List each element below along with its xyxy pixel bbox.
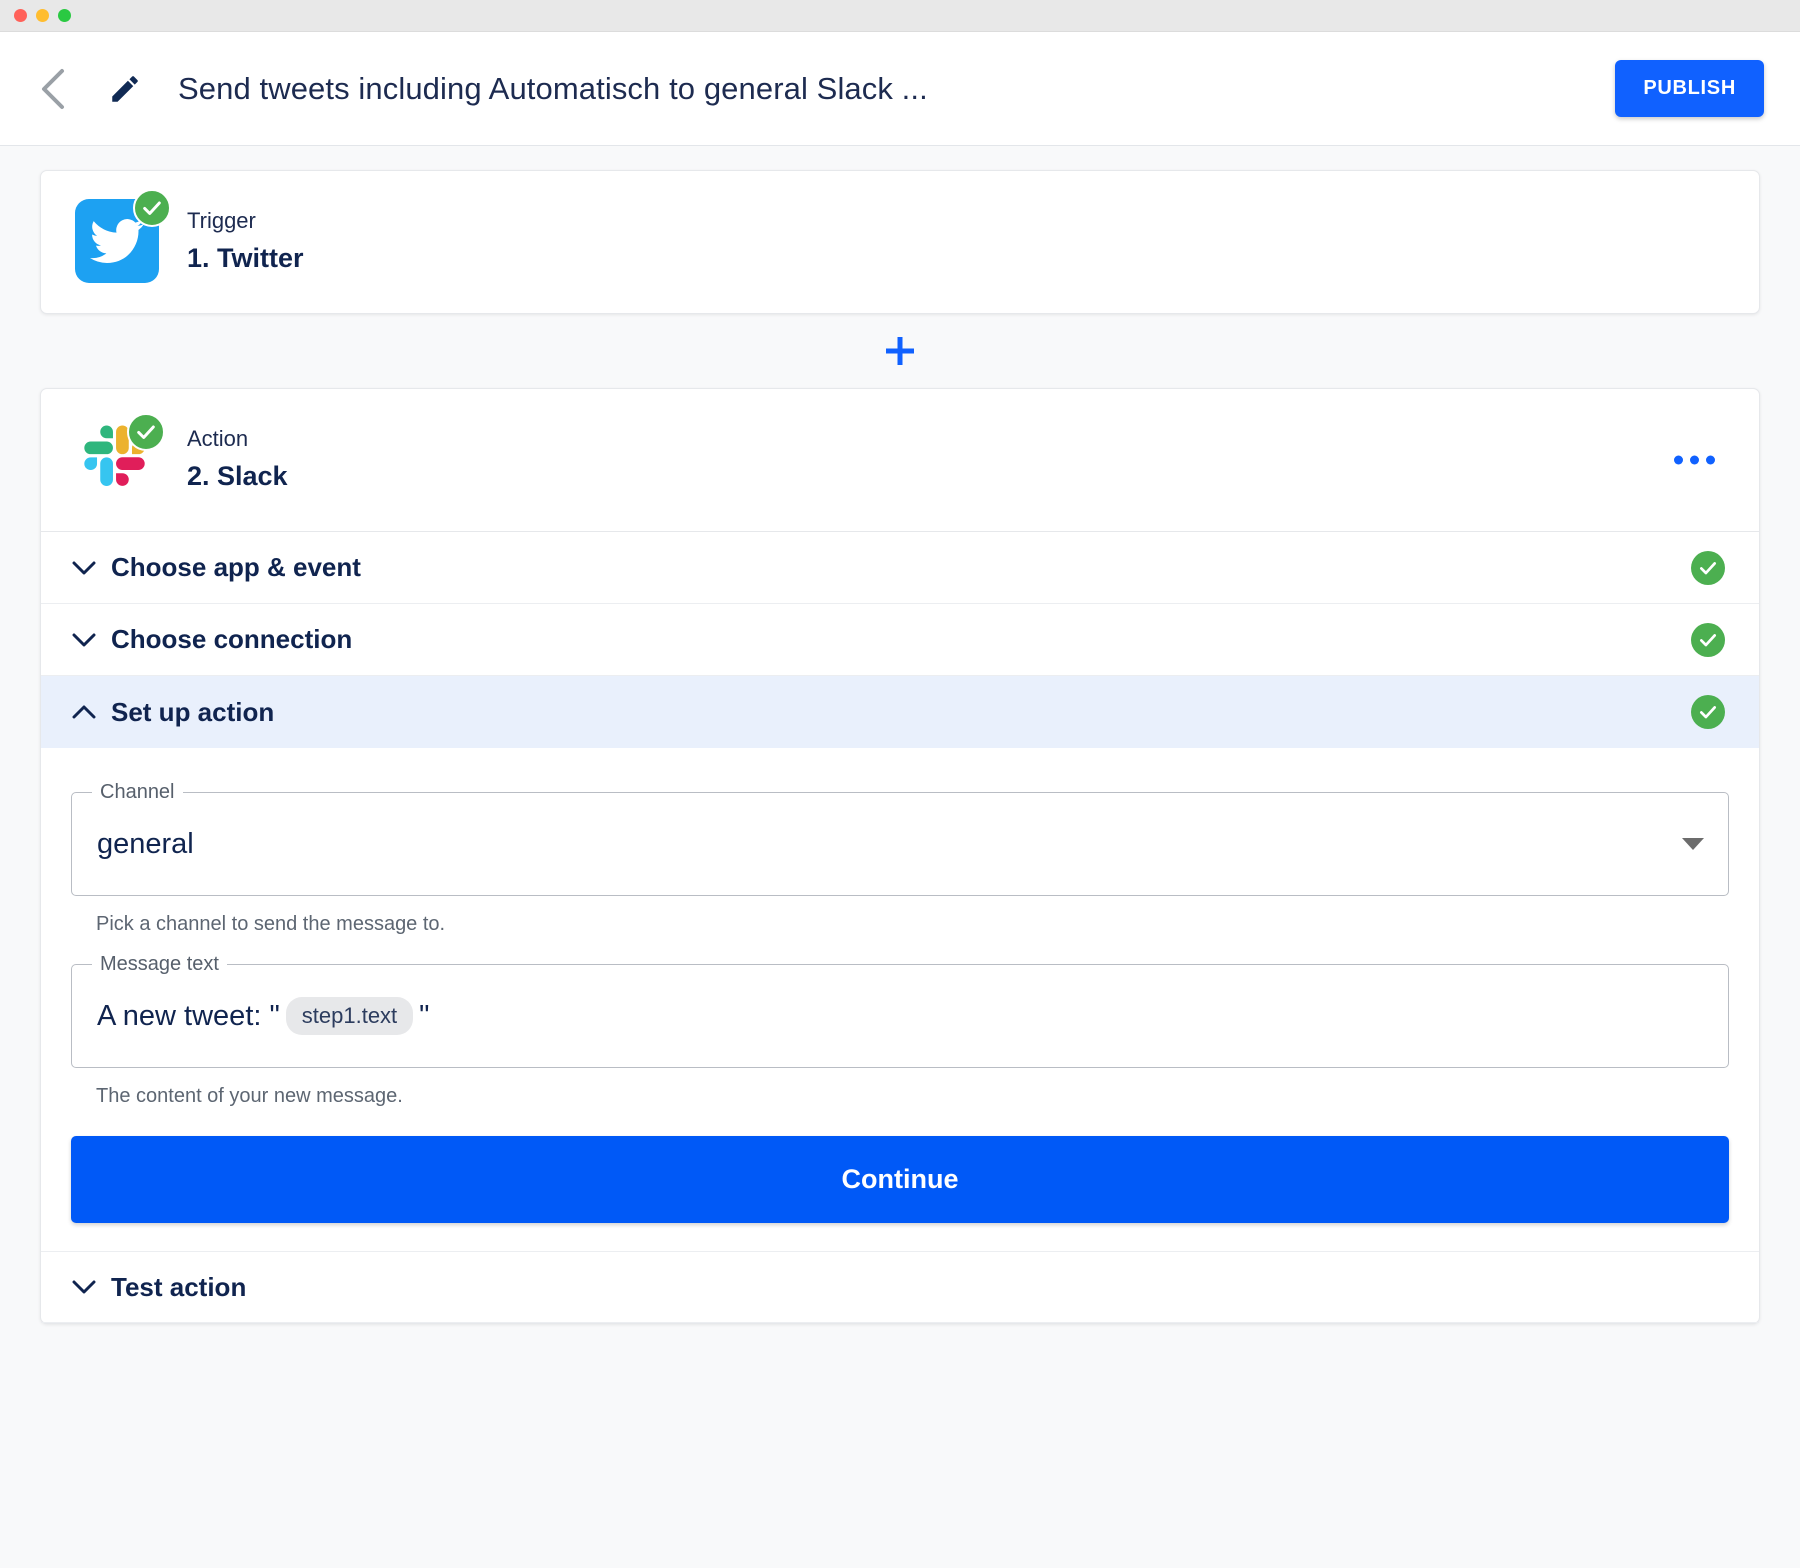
trigger-app-icon-wrapper: [75, 189, 171, 283]
chevron-down-icon: [67, 632, 101, 648]
channel-value: general: [97, 827, 194, 860]
check-icon: [143, 201, 161, 215]
action-app-icon-wrapper: [75, 413, 165, 501]
trigger-step-meta: Trigger 1. Twitter: [187, 208, 304, 274]
trigger-step-name: 1. Twitter: [187, 243, 304, 273]
chevron-down-icon: [67, 1279, 101, 1295]
message-helper-text: The content of your new message.: [96, 1085, 403, 1107]
edit-title-button[interactable]: [98, 64, 152, 114]
step-connector: [40, 314, 1760, 388]
add-step-button[interactable]: [883, 334, 917, 368]
app-header: Send tweets including Automatisch to gen…: [0, 32, 1800, 146]
chevron-down-icon: [67, 560, 101, 576]
continue-button[interactable]: Continue: [71, 1136, 1729, 1223]
variable-token-step1-text[interactable]: step1.text: [285, 997, 414, 1035]
message-field-label: Message text: [92, 953, 227, 976]
message-prefix: A new tweet: ": [97, 999, 280, 1032]
close-window-button[interactable]: [14, 9, 27, 22]
check-icon: [137, 425, 155, 439]
trigger-status-badge: [133, 189, 171, 227]
zap-editor-canvas: Trigger 1. Twitter: [0, 146, 1800, 1568]
section-status-check: [1691, 695, 1725, 729]
chevron-up-icon: [67, 704, 101, 720]
action-step-kind: Action: [187, 426, 249, 451]
action-status-badge: [127, 413, 165, 451]
action-step-card[interactable]: Action 2. Slack Choose app & event: [40, 388, 1760, 1324]
card-divider: [41, 531, 1759, 532]
twitter-bird-icon: [90, 219, 144, 263]
channel-select[interactable]: Channel general: [71, 781, 1729, 896]
more-horizontal-icon: [1706, 455, 1715, 465]
channel-helper-text: Pick a channel to send the message to.: [96, 913, 446, 935]
plus-icon: [886, 337, 914, 365]
minimize-window-button[interactable]: [36, 9, 49, 22]
trigger-step-card[interactable]: Trigger 1. Twitter: [40, 170, 1760, 314]
message-suffix: ": [419, 999, 430, 1032]
message-value: A new tweet: " step1.text ": [72, 965, 1728, 1067]
action-step-meta: Action 2. Slack: [187, 426, 288, 492]
section-status-check: [1691, 622, 1725, 657]
trigger-step-kind: Trigger: [187, 208, 256, 233]
publish-button[interactable]: PUBLISH: [1615, 60, 1764, 117]
action-step-name: 2. Slack: [187, 461, 288, 491]
section-choose-app-and-event[interactable]: Choose app & event: [41, 532, 1759, 604]
zoom-window-button[interactable]: [58, 9, 71, 22]
more-horizontal-icon: [1674, 455, 1683, 465]
section-label: Set up action: [111, 696, 275, 727]
section-choose-connection[interactable]: Choose connection: [41, 604, 1759, 676]
section-status-check: [1691, 550, 1725, 585]
message-text-input[interactable]: Message text A new tweet: " step1.text ": [71, 953, 1729, 1068]
action-step-header[interactable]: Action 2. Slack: [41, 389, 1759, 531]
action-step-menu-button[interactable]: [1664, 446, 1725, 475]
chevron-left-icon: [42, 68, 64, 109]
section-test-action[interactable]: Test action: [41, 1251, 1759, 1323]
more-horizontal-icon: [1690, 455, 1699, 465]
channel-field-label: Channel: [92, 781, 183, 804]
caret-down-icon[interactable]: [1682, 838, 1704, 850]
section-set-up-action[interactable]: Set up action: [41, 676, 1759, 748]
back-button[interactable]: [30, 66, 76, 112]
page-title: Send tweets including Automatisch to gen…: [178, 70, 928, 106]
window-titlebar: [0, 0, 1800, 32]
trigger-step-header[interactable]: Trigger 1. Twitter: [41, 171, 1759, 313]
set-up-action-form: Channel general Pick a channel to send t…: [41, 748, 1759, 1223]
section-label: Test action: [111, 1271, 247, 1302]
section-label: Choose app & event: [111, 552, 361, 582]
section-label: Choose connection: [111, 624, 353, 654]
pencil-icon: [112, 75, 138, 102]
